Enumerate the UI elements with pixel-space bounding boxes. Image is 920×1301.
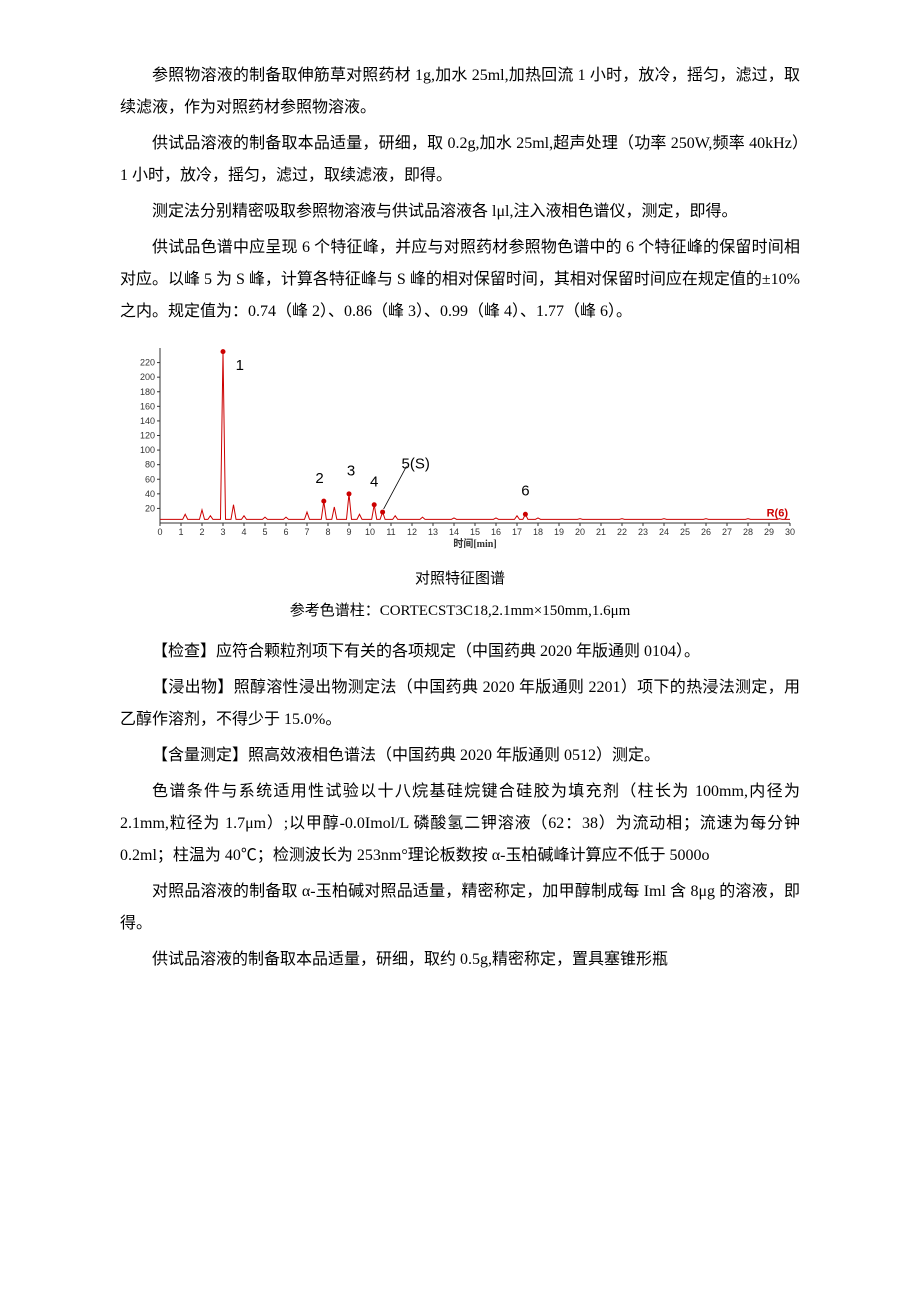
- svg-text:100: 100: [140, 445, 155, 455]
- svg-text:1: 1: [178, 527, 183, 537]
- svg-text:22: 22: [617, 527, 627, 537]
- svg-text:3: 3: [220, 527, 225, 537]
- svg-text:120: 120: [140, 431, 155, 441]
- svg-text:4: 4: [241, 527, 246, 537]
- document-page: 参照物溶液的制备取伸筋草对照药材 1g,加水 25ml,加热回流 1 小时，放冷…: [0, 0, 920, 1040]
- paragraph: 【含量测定】照高效液相色谱法（中国药典 2020 年版通则 0512）测定。: [120, 740, 800, 772]
- chart-caption: 对照特征图谱: [120, 564, 800, 594]
- svg-text:19: 19: [554, 527, 564, 537]
- paragraph: 供试品色谱中应呈现 6 个特征峰，并应与对照药材参照物色谱中的 6 个特征峰的保…: [120, 232, 800, 328]
- svg-text:8: 8: [325, 527, 330, 537]
- svg-text:21: 21: [596, 527, 606, 537]
- svg-text:12: 12: [407, 527, 417, 537]
- chart-subcaption: 参考色谱柱：CORTECST3C18,2.1mm×150mm,1.6μm: [120, 596, 800, 626]
- svg-text:9: 9: [346, 527, 351, 537]
- svg-text:6: 6: [521, 482, 529, 499]
- svg-text:17: 17: [512, 527, 522, 537]
- svg-text:27: 27: [722, 527, 732, 537]
- svg-text:200: 200: [140, 372, 155, 382]
- svg-text:20: 20: [145, 503, 155, 513]
- svg-text:30: 30: [785, 527, 795, 537]
- svg-text:24: 24: [659, 527, 669, 537]
- svg-text:16: 16: [491, 527, 501, 537]
- chromatogram-svg: 2040608010012014016018020022001234567891…: [120, 338, 800, 558]
- paragraph: 色谱条件与系统适用性试验以十八烷基硅烷键合硅胶为填充剂（柱长为 100mm,内径…: [120, 776, 800, 872]
- svg-text:28: 28: [743, 527, 753, 537]
- svg-text:26: 26: [701, 527, 711, 537]
- paragraph: 供试品溶液的制备取本品适量，研细，取约 0.5g,精密称定，置具塞锥形瓶: [120, 944, 800, 976]
- svg-text:5: 5: [262, 527, 267, 537]
- svg-text:25: 25: [680, 527, 690, 537]
- paragraph: 【浸出物】照醇溶性浸出物测定法（中国药典 2020 年版通则 2201）项下的热…: [120, 672, 800, 736]
- paragraph: 【检查】应符合颗粒剂项下有关的各项规定（中国药典 2020 年版通则 0104）…: [120, 636, 800, 668]
- svg-text:6: 6: [283, 527, 288, 537]
- svg-text:220: 220: [140, 358, 155, 368]
- svg-text:4: 4: [370, 474, 378, 491]
- svg-text:60: 60: [145, 474, 155, 484]
- chromatogram-chart: 2040608010012014016018020022001234567891…: [120, 338, 800, 558]
- paragraph: 供试品溶液的制备取本品适量，研细，取 0.2g,加水 25ml,超声处理（功率 …: [120, 128, 800, 192]
- svg-text:13: 13: [428, 527, 438, 537]
- svg-text:15: 15: [470, 527, 480, 537]
- paragraph: 参照物溶液的制备取伸筋草对照药材 1g,加水 25ml,加热回流 1 小时，放冷…: [120, 60, 800, 124]
- paragraph: 测定法分别精密吸取参照物溶液与供试品溶液各 lμl,注入液相色谱仪，测定，即得。: [120, 196, 800, 228]
- svg-text:2: 2: [315, 470, 323, 487]
- svg-text:3: 3: [347, 463, 355, 480]
- paragraph: 对照品溶液的制备取 α-玉柏碱对照品适量，精密称定，加甲醇制成每 Iml 含 8…: [120, 876, 800, 940]
- svg-text:29: 29: [764, 527, 774, 537]
- svg-text:140: 140: [140, 416, 155, 426]
- svg-text:160: 160: [140, 401, 155, 411]
- svg-text:14: 14: [449, 527, 459, 537]
- svg-text:23: 23: [638, 527, 648, 537]
- svg-text:80: 80: [145, 460, 155, 470]
- svg-text:20: 20: [575, 527, 585, 537]
- svg-text:18: 18: [533, 527, 543, 537]
- svg-text:11: 11: [386, 527, 395, 537]
- svg-text:7: 7: [304, 527, 309, 537]
- svg-text:10: 10: [365, 527, 375, 537]
- svg-text:R(6): R(6): [767, 507, 789, 519]
- svg-text:0: 0: [157, 527, 162, 537]
- svg-text:5(S): 5(S): [402, 455, 430, 472]
- svg-text:时间[min]: 时间[min]: [453, 537, 496, 550]
- svg-text:2: 2: [199, 527, 204, 537]
- svg-text:180: 180: [140, 387, 155, 397]
- svg-text:40: 40: [145, 489, 155, 499]
- svg-text:1: 1: [236, 357, 244, 374]
